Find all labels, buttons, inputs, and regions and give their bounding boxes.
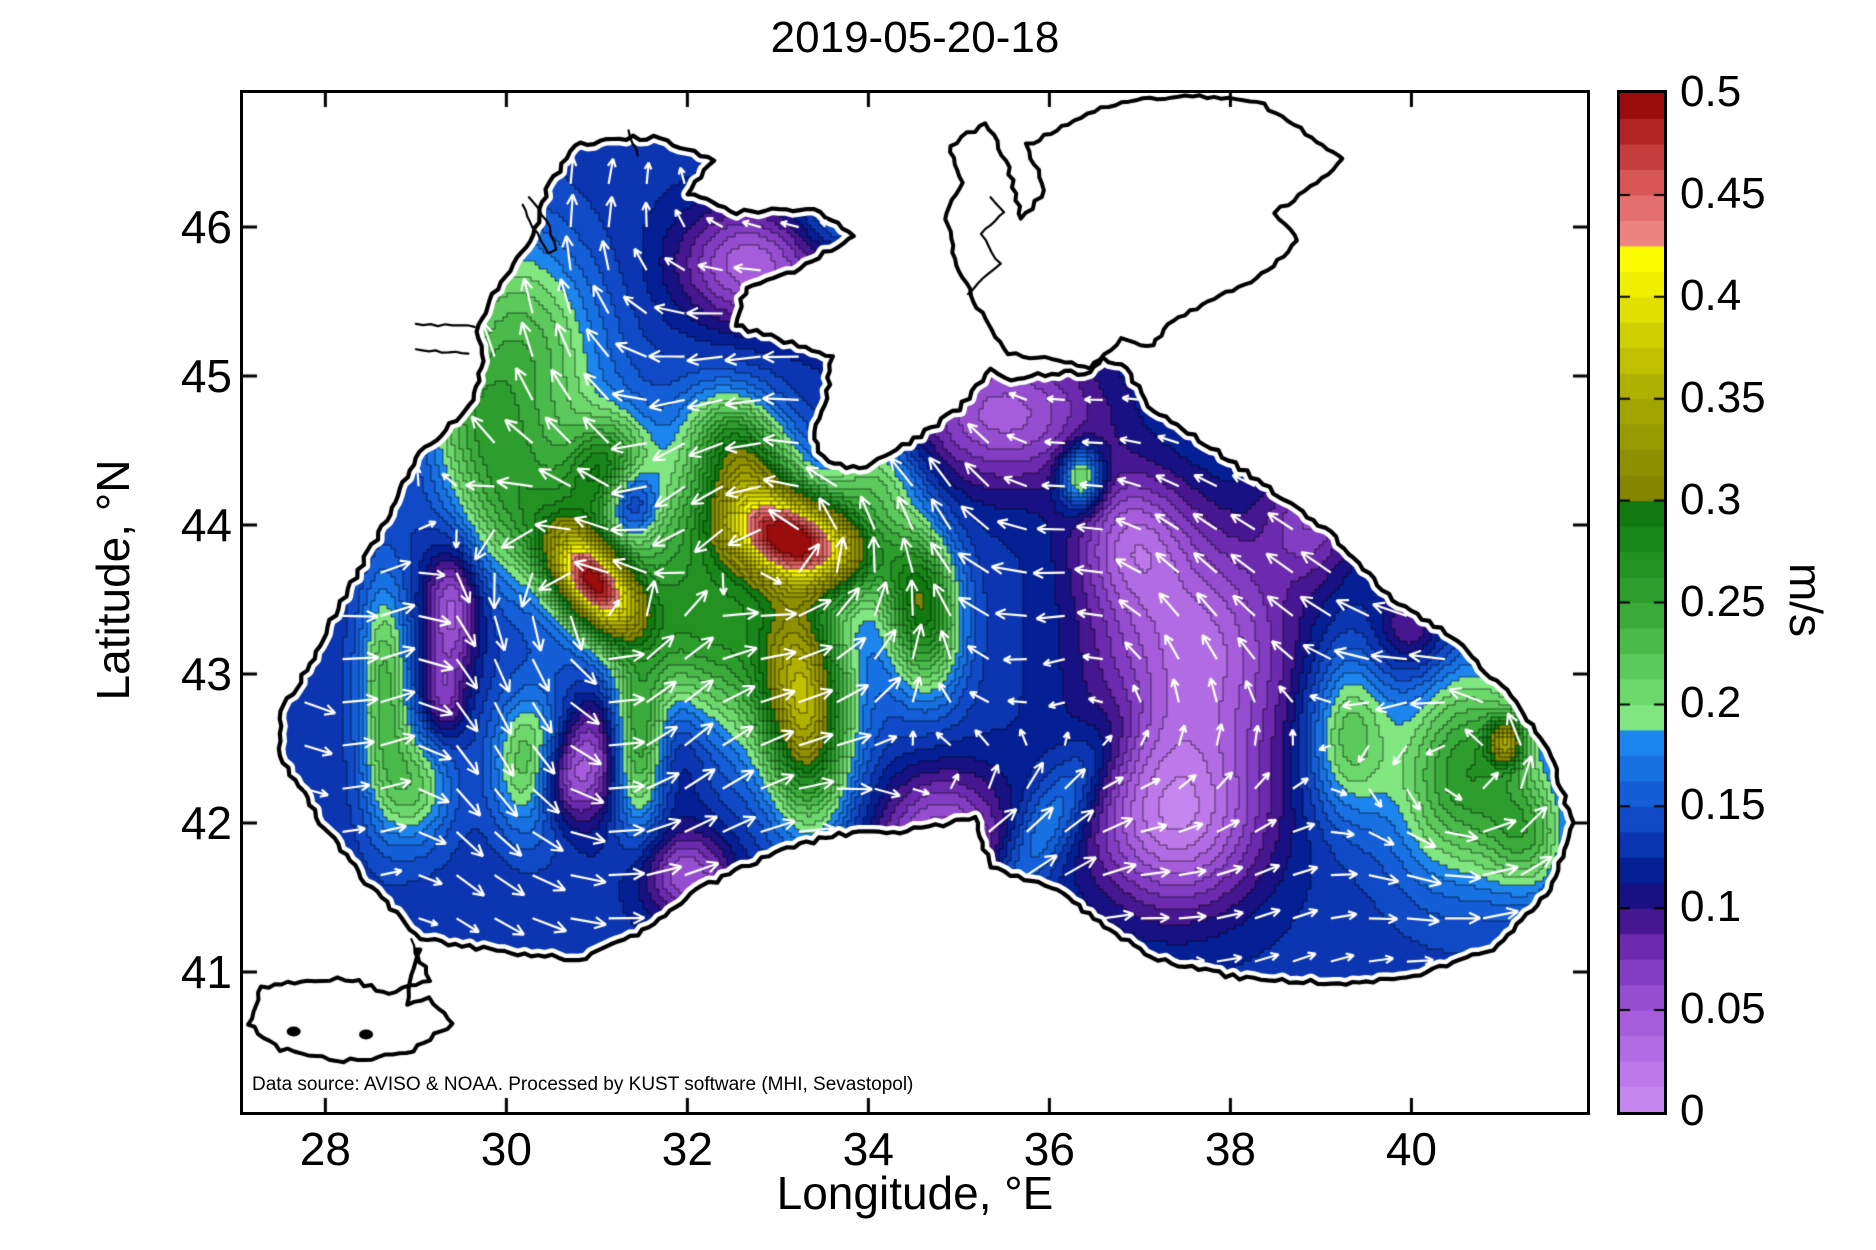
x-tick-label: 32: [661, 1123, 713, 1175]
x-tick-label: 34: [842, 1123, 894, 1175]
colorbar-tick-label: 0.15: [1680, 780, 1766, 830]
colorbar-tick-label: 0.5: [1680, 67, 1742, 116]
colorbar-tick-label: 0.25: [1680, 576, 1766, 626]
y-tick-label: 45: [180, 350, 232, 403]
colorbar-tick-label: 0.4: [1680, 270, 1742, 320]
colorbar-tick-label: 0: [1680, 1086, 1705, 1135]
y-tick-label: 42: [180, 796, 232, 849]
x-axis-label: Longitude, °E: [776, 1167, 1054, 1219]
y-tick-label: 44: [180, 499, 232, 552]
colorbar-tick-label: 0.45: [1680, 168, 1766, 218]
x-tick-label: 40: [1385, 1123, 1437, 1175]
colorbar: [1617, 90, 1667, 1115]
colorbar-tick-label: 0.2: [1680, 678, 1742, 728]
colorbar-tick-label: 0.3: [1680, 474, 1742, 524]
data-source-annotation: Data source: AVISO & NOAA. Processed by …: [252, 1074, 914, 1095]
x-tick-label: 28: [299, 1123, 351, 1175]
x-tick-label: 36: [1023, 1123, 1075, 1175]
colorbar-tick-label: 0.1: [1680, 882, 1742, 932]
x-tick-label: 38: [1204, 1123, 1256, 1175]
plot-title: 2019-05-20-18: [770, 13, 1060, 62]
y-tick-label: 43: [180, 648, 232, 700]
y-tick-label: 46: [180, 201, 232, 254]
colorbar-tick-label: 0.35: [1680, 372, 1766, 422]
map-canvas: [240, 90, 1590, 1115]
colorbar-tick-label: 0.05: [1680, 984, 1766, 1034]
y-tick-label: 41: [180, 945, 232, 998]
x-tick-label: 30: [480, 1123, 532, 1175]
